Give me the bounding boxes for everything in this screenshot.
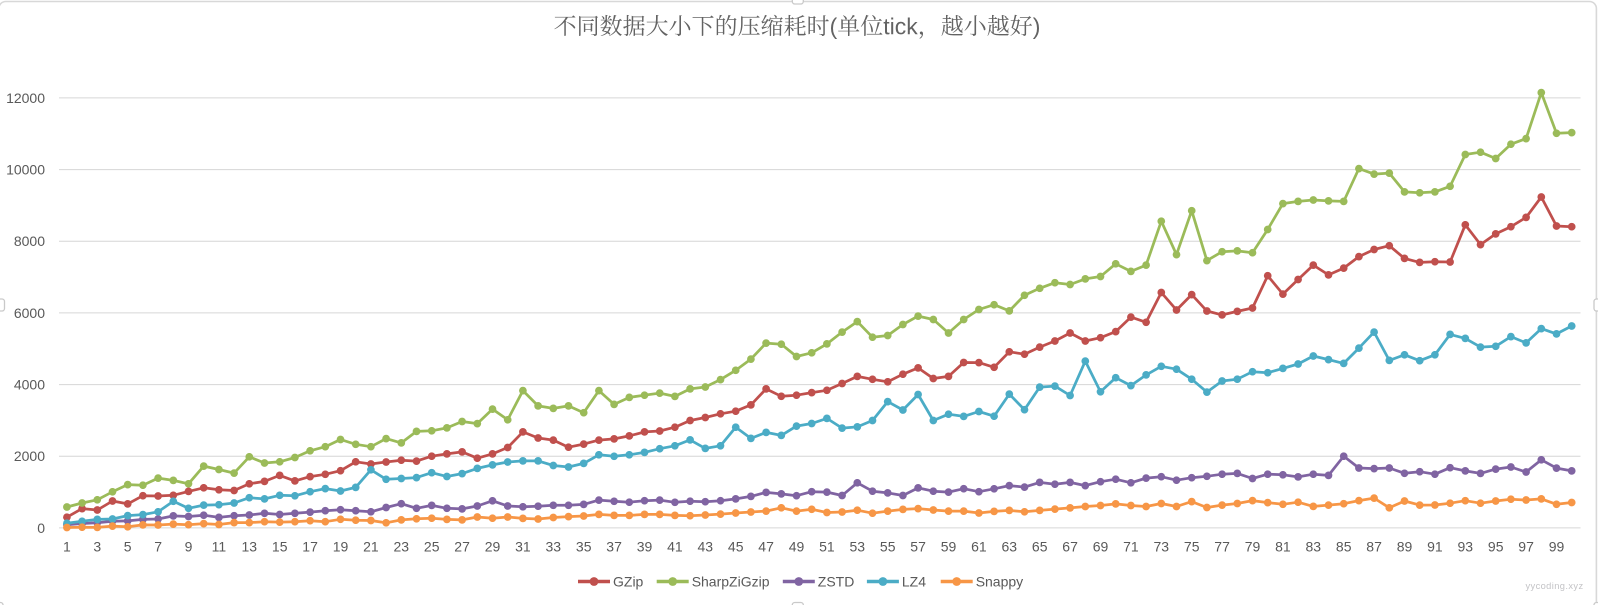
svg-text:25: 25	[424, 538, 440, 554]
svg-text:71: 71	[1123, 538, 1139, 554]
svg-text:83: 83	[1306, 538, 1322, 554]
svg-text:39: 39	[637, 538, 653, 554]
svg-text:49: 49	[789, 538, 805, 554]
svg-text:75: 75	[1184, 538, 1200, 554]
svg-text:43: 43	[698, 538, 714, 554]
svg-text:59: 59	[941, 538, 957, 554]
svg-text:47: 47	[758, 538, 774, 554]
svg-text:51: 51	[819, 538, 835, 554]
svg-text:0: 0	[37, 520, 45, 536]
svg-text:21: 21	[363, 538, 379, 554]
svg-text:35: 35	[576, 538, 592, 554]
svg-text:55: 55	[880, 538, 896, 554]
svg-text:93: 93	[1458, 538, 1474, 554]
svg-text:65: 65	[1032, 538, 1048, 554]
svg-text:SharpZiGzip: SharpZiGzip	[692, 573, 770, 589]
svg-text:17: 17	[302, 538, 318, 554]
svg-text:85: 85	[1336, 538, 1352, 554]
svg-text:19: 19	[333, 538, 349, 554]
svg-text:LZ4: LZ4	[902, 573, 926, 589]
svg-text:5: 5	[124, 538, 132, 554]
svg-text:79: 79	[1245, 538, 1261, 554]
svg-text:15: 15	[272, 538, 288, 554]
svg-text:91: 91	[1427, 538, 1443, 554]
svg-text:53: 53	[850, 538, 866, 554]
svg-text:69: 69	[1093, 538, 1109, 554]
svg-text:29: 29	[485, 538, 501, 554]
svg-text:7: 7	[154, 538, 162, 554]
svg-text:37: 37	[606, 538, 622, 554]
svg-text:2000: 2000	[14, 448, 45, 464]
svg-text:61: 61	[971, 538, 987, 554]
svg-text:67: 67	[1062, 538, 1078, 554]
svg-text:41: 41	[667, 538, 683, 554]
svg-text:27: 27	[454, 538, 470, 554]
svg-text:9: 9	[185, 538, 193, 554]
svg-text:12000: 12000	[6, 90, 45, 106]
svg-text:31: 31	[515, 538, 531, 554]
svg-text:4000: 4000	[14, 377, 45, 393]
svg-text:97: 97	[1518, 538, 1534, 554]
svg-text:99: 99	[1549, 538, 1565, 554]
svg-text:89: 89	[1397, 538, 1413, 554]
svg-text:45: 45	[728, 538, 744, 554]
svg-text:1: 1	[63, 538, 71, 554]
svg-text:87: 87	[1366, 538, 1382, 554]
svg-text:63: 63	[1002, 538, 1018, 554]
svg-text:ZSTD: ZSTD	[818, 573, 855, 589]
svg-text:Snappy: Snappy	[976, 573, 1023, 589]
svg-text:6000: 6000	[14, 305, 45, 321]
svg-text:95: 95	[1488, 538, 1504, 554]
svg-text:8000: 8000	[14, 233, 45, 249]
svg-text:GZip: GZip	[613, 573, 644, 589]
svg-text:11: 11	[212, 538, 227, 554]
svg-text:yycoding.xyz: yycoding.xyz	[1525, 581, 1583, 591]
svg-text:10000: 10000	[6, 162, 45, 178]
svg-text:3: 3	[93, 538, 101, 554]
svg-text:81: 81	[1275, 538, 1291, 554]
svg-text:33: 33	[546, 538, 562, 554]
svg-text:13: 13	[242, 538, 258, 554]
svg-text:77: 77	[1214, 538, 1230, 554]
svg-text:57: 57	[910, 538, 926, 554]
svg-text:73: 73	[1154, 538, 1170, 554]
svg-text:23: 23	[394, 538, 410, 554]
